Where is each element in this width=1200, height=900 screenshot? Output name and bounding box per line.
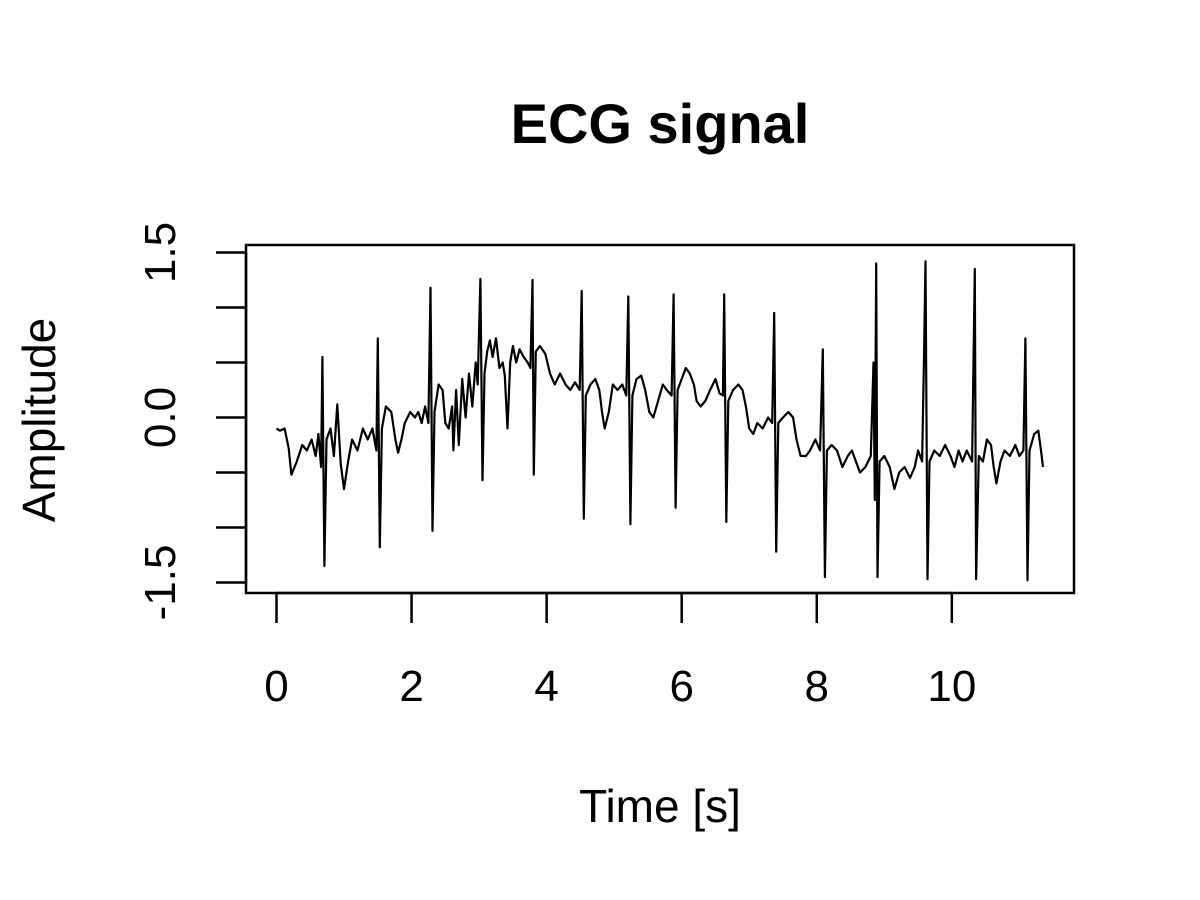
- y-axis: -1.5 0.0 1.5: [136, 222, 248, 621]
- x-tick-label: 6: [669, 662, 693, 711]
- x-axis-label: Time [s]: [579, 780, 741, 832]
- chart-title: ECG signal: [511, 92, 810, 155]
- series-layer: [275, 260, 1045, 582]
- x-tick-label: 4: [534, 662, 558, 711]
- x-tick-label: 0: [264, 662, 288, 711]
- y-axis-label: Amplitude: [13, 318, 65, 523]
- x-axis: 0 2 4 6 8 10: [264, 591, 976, 711]
- x-tick-label: 10: [927, 662, 976, 711]
- y-tick-label: 0.0: [136, 387, 185, 448]
- ecg-series-line: [275, 260, 1045, 582]
- x-tick-label: 8: [805, 662, 829, 711]
- plot-frame: [244, 243, 1076, 595]
- y-tick-label: -1.5: [136, 545, 185, 621]
- x-tick-label: 2: [399, 662, 423, 711]
- y-tick-label: 1.5: [136, 222, 185, 283]
